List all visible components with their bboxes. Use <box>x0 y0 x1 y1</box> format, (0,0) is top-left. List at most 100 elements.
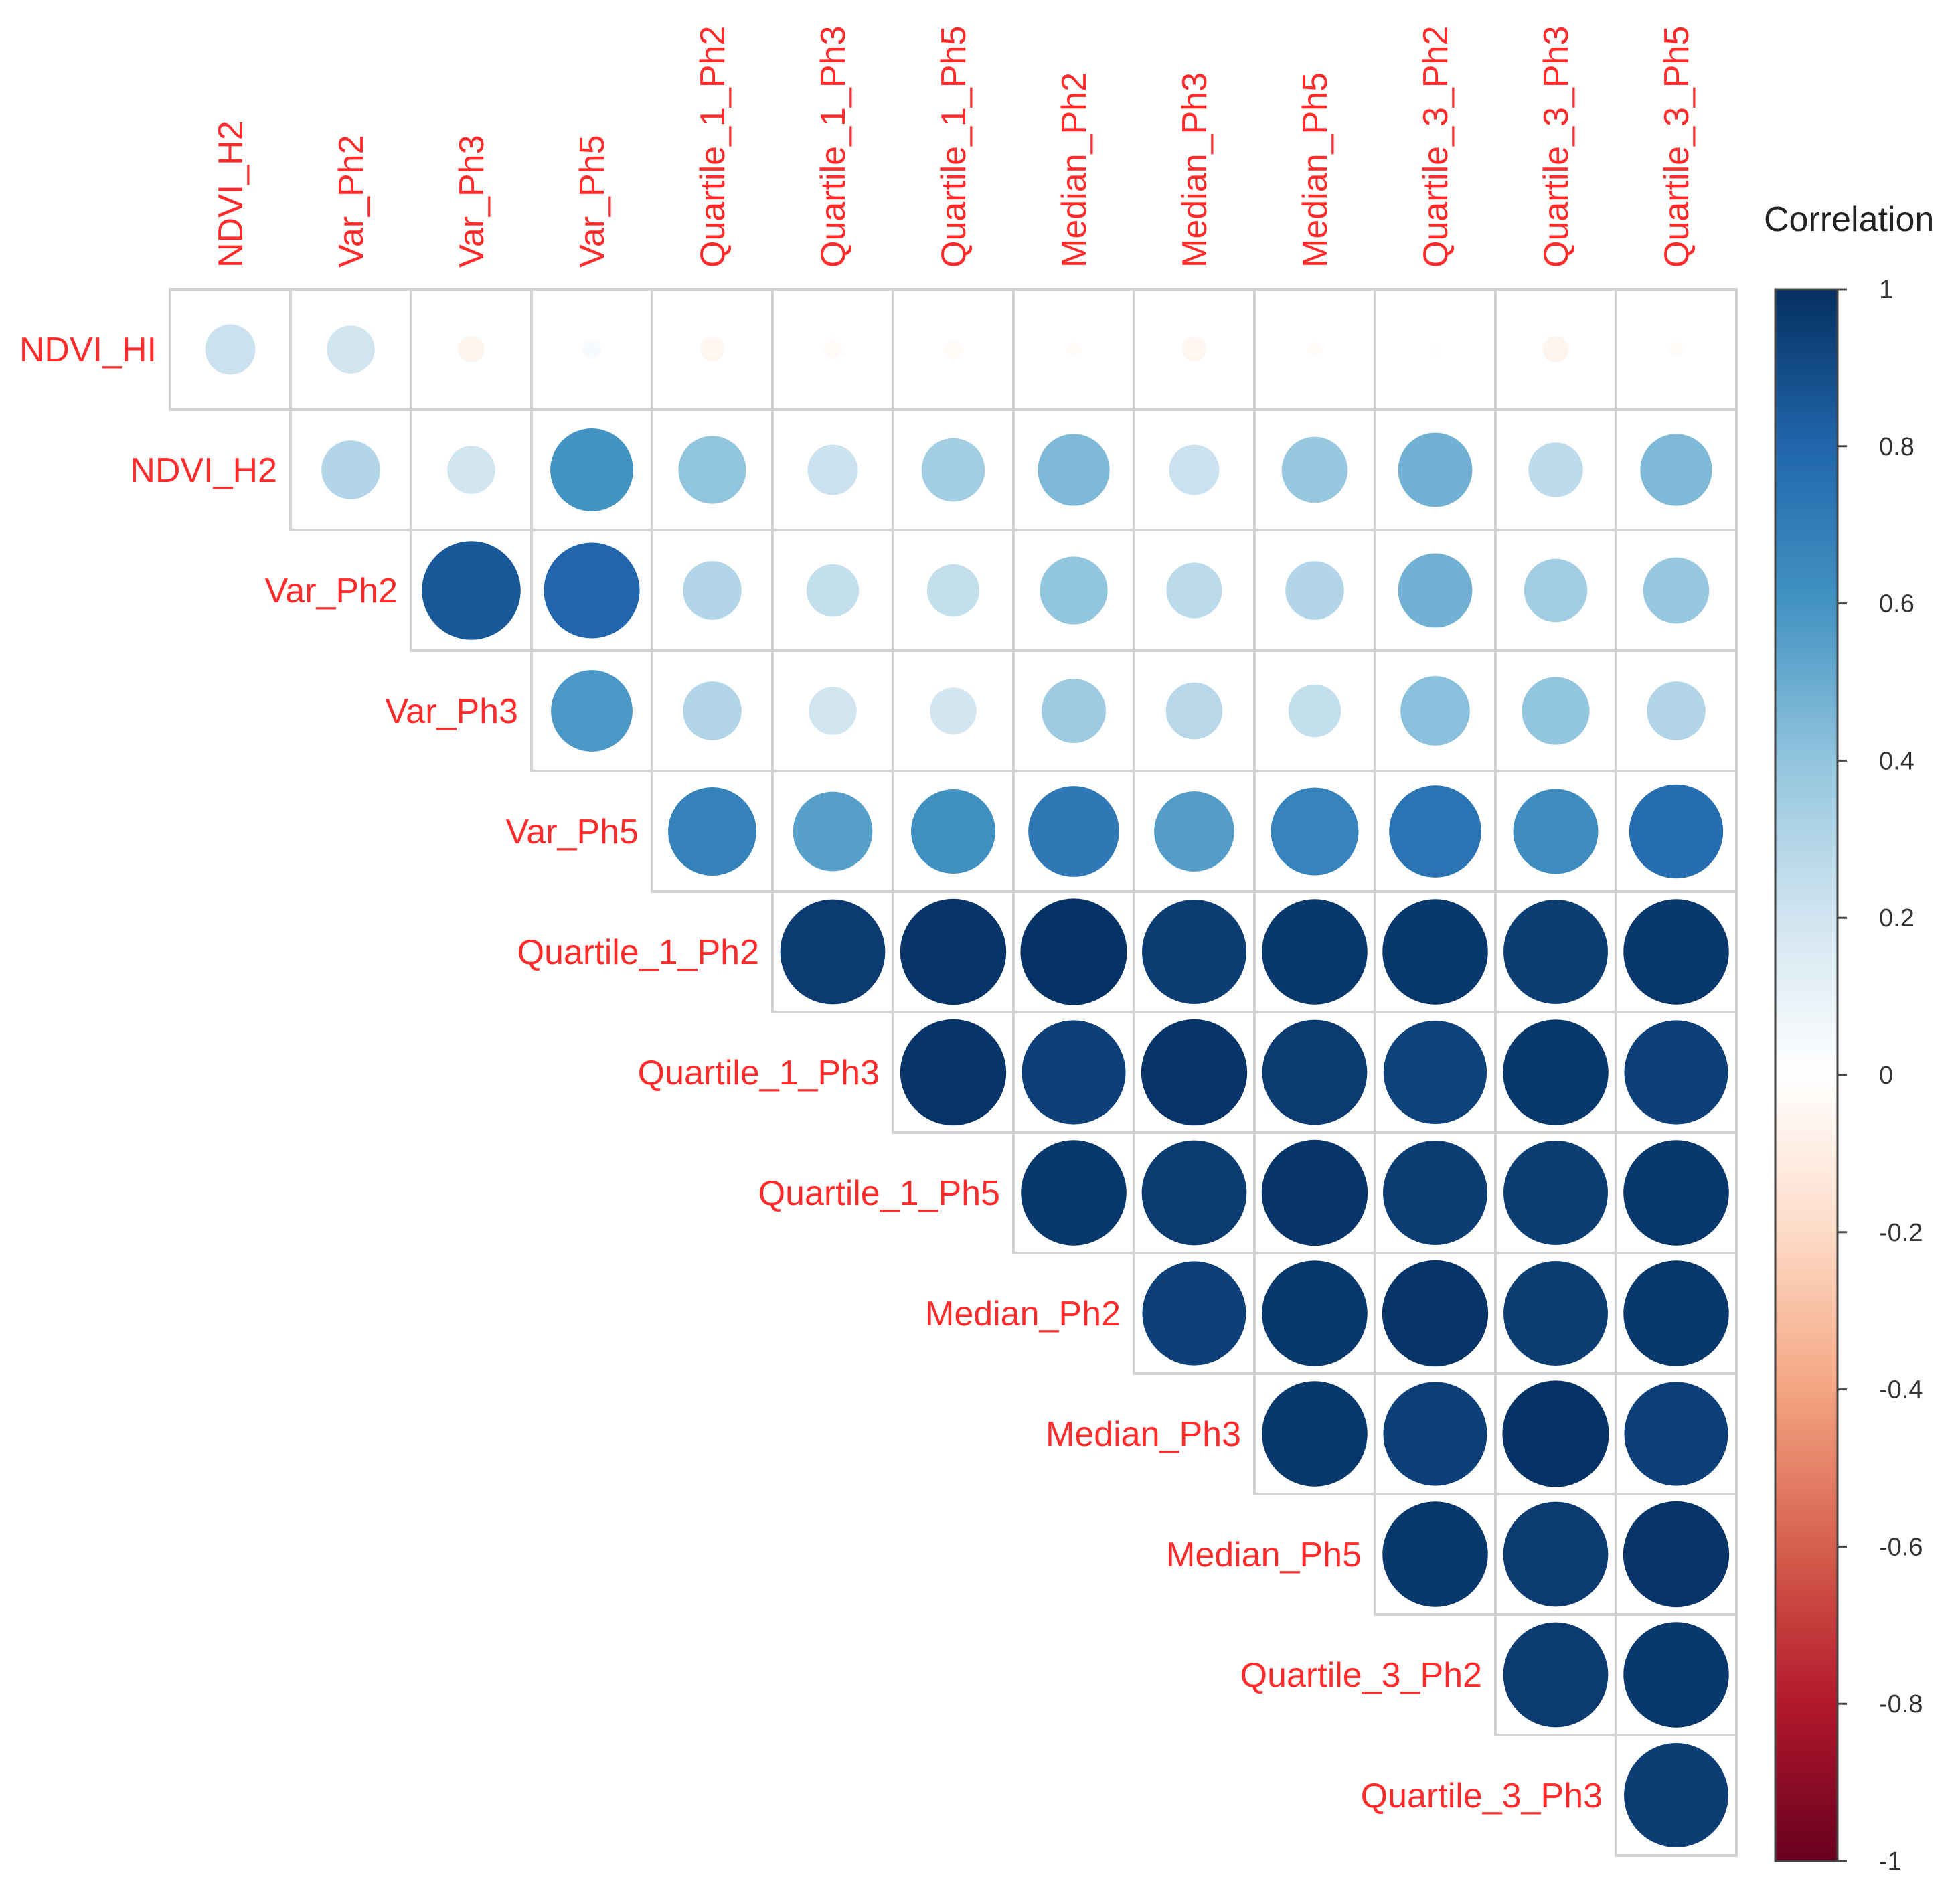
correlation-circle <box>1430 344 1441 355</box>
correlation-circle <box>1382 1260 1489 1367</box>
legend-tick-label: 1 <box>1879 276 1893 304</box>
correlation-circle <box>1142 900 1246 1004</box>
correlation-circle <box>1503 1261 1608 1366</box>
correlation-circle <box>1383 1020 1487 1125</box>
column-label: Quartile_3_Ph2 <box>1416 26 1455 268</box>
correlation-circle <box>1262 1260 1368 1366</box>
correlation-circle <box>1141 1140 1247 1246</box>
row-label: Var_Ph5 <box>505 813 639 851</box>
correlation-circle <box>1383 1141 1487 1245</box>
row-label: Quartile_1_Ph5 <box>758 1174 1000 1213</box>
correlation-circle <box>1261 1139 1368 1246</box>
correlation-circle <box>809 687 857 735</box>
correlation-circle <box>678 436 746 504</box>
correlation-circle <box>321 440 380 499</box>
legend-tick-label: 0.8 <box>1879 433 1914 461</box>
column-label: Quartile_3_Ph3 <box>1537 26 1576 268</box>
correlation-circle <box>1503 1141 1608 1245</box>
correlation-circle <box>806 564 860 617</box>
grid-cell <box>1615 1734 1738 1857</box>
correlation-circle <box>1040 556 1108 625</box>
row-label: Median_Ph3 <box>1046 1415 1241 1454</box>
correlation-circle <box>668 787 756 876</box>
correlation-circle <box>683 561 742 620</box>
correlation-circle <box>1042 679 1106 743</box>
correlation-circle <box>1542 336 1569 363</box>
correlation-circle <box>900 898 1007 1005</box>
correlation-circle <box>1389 785 1481 878</box>
column-label: NDVI_H2 <box>212 120 250 268</box>
correlation-circle <box>1503 1501 1609 1607</box>
correlation-circle <box>1142 1261 1246 1366</box>
legend-tick-label: -0.4 <box>1879 1376 1923 1404</box>
legend-tick-label: -0.2 <box>1879 1219 1923 1247</box>
correlation-circle <box>1038 434 1110 506</box>
correlation-circle <box>1262 899 1368 1005</box>
correlation-circle <box>930 687 977 734</box>
column-label: Median_Ph3 <box>1175 72 1214 268</box>
correlation-circle <box>1623 1140 1729 1246</box>
correlation-circle <box>1141 1019 1248 1126</box>
correlation-circle <box>1522 677 1590 745</box>
correlation-circle <box>793 791 873 872</box>
row-label: Quartile_1_Ph3 <box>638 1054 880 1092</box>
correlation-circle <box>1400 676 1470 746</box>
correlation-circle <box>1398 553 1473 628</box>
correlation-circle <box>1028 786 1119 877</box>
legend-tick-label: -1 <box>1879 1847 1902 1876</box>
correlation-circle <box>911 789 995 874</box>
row-label: Quartile_3_Ph2 <box>1240 1656 1482 1695</box>
row-label: Median_Ph5 <box>1166 1536 1362 1574</box>
correlation-circle <box>921 438 985 502</box>
correlation-circle <box>1022 1020 1126 1125</box>
column-label: Quartile_3_Ph5 <box>1657 26 1696 268</box>
correlation-circle <box>1383 1382 1487 1486</box>
correlation-circle <box>1281 436 1348 503</box>
correlation-circle <box>1524 558 1588 623</box>
correlation-circle <box>1528 442 1583 497</box>
row-label: Quartile_1_Ph2 <box>517 933 759 972</box>
correlation-circle <box>1629 784 1724 879</box>
correlation-circle <box>551 670 633 752</box>
correlation-circle <box>1271 787 1359 876</box>
row-label: Quartile_3_Ph3 <box>1361 1777 1603 1815</box>
correlation-circle <box>1066 341 1082 357</box>
correlation-circle <box>1166 562 1222 619</box>
correlation-circle <box>807 444 858 495</box>
correlation-circle <box>944 340 963 359</box>
correlation-circle <box>458 336 485 363</box>
legend-tick-label: 0.6 <box>1879 590 1914 619</box>
column-label: Quartile_1_Ph5 <box>934 26 973 268</box>
correlation-circle <box>683 681 742 740</box>
correlation-circle <box>1262 1381 1368 1487</box>
legend-title: Correlation <box>1764 200 1934 239</box>
correlation-circle <box>1182 337 1206 361</box>
color-legend: Correlation 1 0.8 0.6 0.4 0.2 0 -0.2 -0.4 -0.6 -0… <box>1764 200 1934 1876</box>
correlation-circle <box>1668 341 1684 357</box>
correlation-circle <box>1503 1622 1609 1728</box>
legend-tick-label: -0.6 <box>1879 1533 1923 1561</box>
correlation-cells <box>169 288 1738 1857</box>
legend-tick-label: -0.8 <box>1879 1690 1923 1718</box>
legend-tick-label: 0.2 <box>1879 904 1914 932</box>
correlation-circle <box>926 564 980 617</box>
correlation-circle <box>1643 557 1710 624</box>
row-label: Median_Ph2 <box>925 1295 1121 1333</box>
correlation-circle <box>1503 900 1608 1004</box>
correlation-circle <box>1288 684 1341 738</box>
column-label: Median_Ph5 <box>1296 72 1335 268</box>
correlation-circle <box>900 1019 1007 1126</box>
correlation-circle <box>1165 682 1223 740</box>
correlation-circle <box>550 428 633 511</box>
correlation-circle <box>1382 899 1488 1005</box>
correlation-circle <box>1647 681 1706 740</box>
correlation-circle <box>1624 1743 1728 1847</box>
correlation-circle <box>1623 1622 1729 1728</box>
correlation-circle <box>1623 899 1729 1005</box>
correlation-circle <box>205 324 256 375</box>
row-label: Var_Ph2 <box>264 572 398 610</box>
column-label: Var_Ph2 <box>332 135 371 268</box>
column-label: Var_Ph5 <box>573 135 612 268</box>
correlation-circle <box>823 340 842 359</box>
